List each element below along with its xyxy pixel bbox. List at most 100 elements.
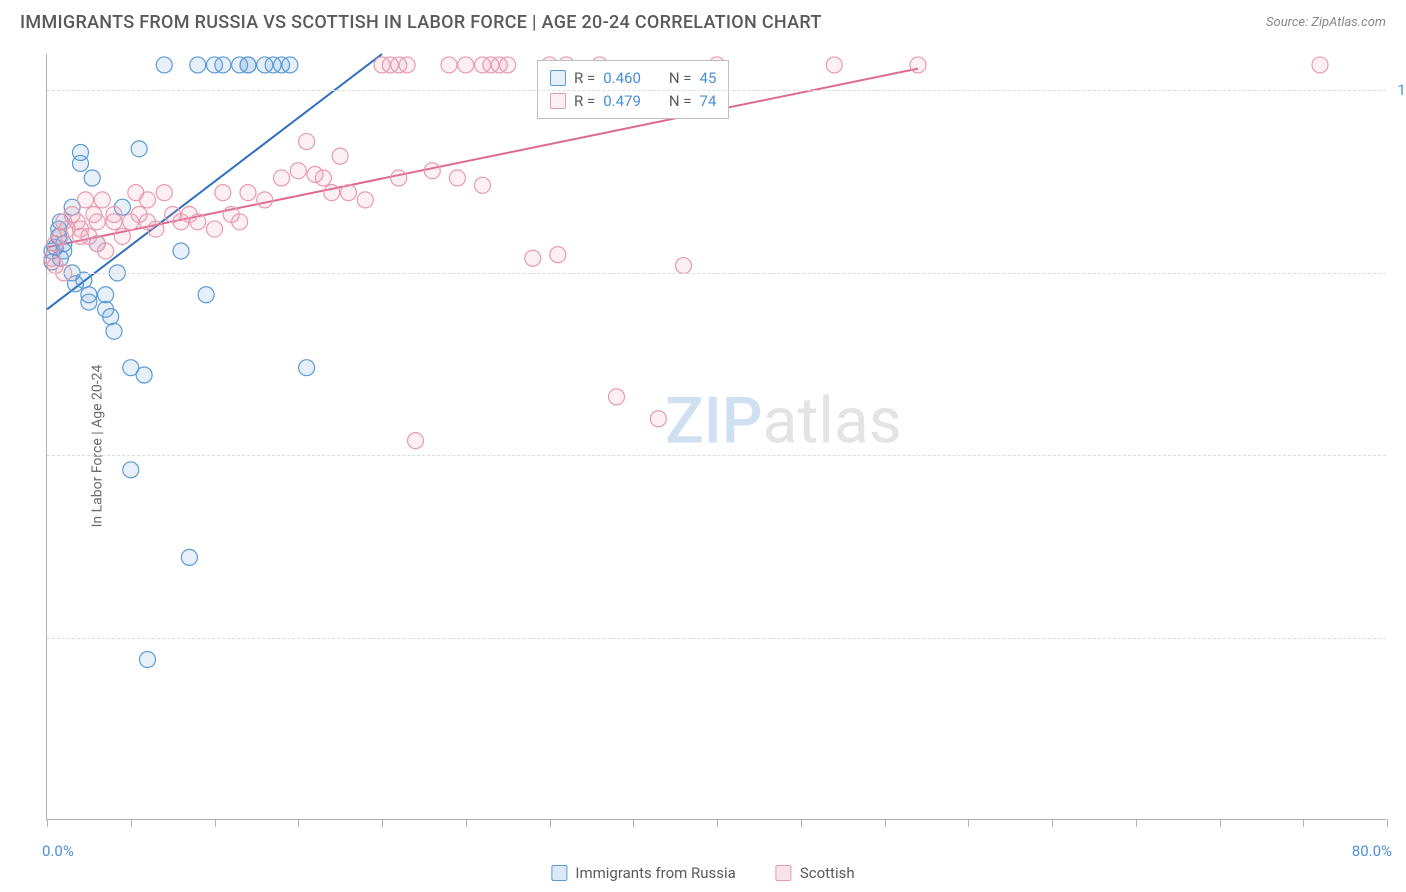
scatter-point bbox=[84, 170, 100, 186]
scatter-point bbox=[156, 185, 172, 201]
scatter-point bbox=[290, 163, 306, 179]
legend-swatch bbox=[550, 93, 566, 109]
scatter-point bbox=[94, 192, 110, 208]
x-tick-mark bbox=[466, 819, 467, 827]
scatter-point bbox=[103, 309, 119, 325]
r-label: R = bbox=[574, 67, 595, 90]
scatter-point bbox=[500, 57, 516, 73]
y-tick-label: 75.0% bbox=[1391, 264, 1406, 282]
r-value: 0.479 bbox=[603, 90, 641, 113]
scatter-point bbox=[98, 287, 114, 303]
scatter-point bbox=[140, 652, 156, 668]
scatter-point bbox=[274, 170, 290, 186]
scatter-point bbox=[181, 549, 197, 565]
x-tick-mark bbox=[47, 819, 48, 827]
scatter-point bbox=[240, 185, 256, 201]
scatter-point bbox=[190, 57, 206, 73]
scatter-point bbox=[78, 192, 94, 208]
legend-item: Immigrants from Russia bbox=[551, 864, 735, 882]
scatter-point bbox=[156, 57, 172, 73]
gridline-horizontal bbox=[47, 638, 1386, 639]
scatter-point bbox=[408, 433, 424, 449]
r-label: R = bbox=[574, 90, 595, 113]
legend-stats-row: R = 0.460 N = 45 bbox=[550, 67, 716, 90]
x-tick-mark bbox=[717, 819, 718, 827]
scatter-point bbox=[299, 360, 315, 376]
scatter-point bbox=[441, 57, 457, 73]
scatter-point bbox=[215, 57, 231, 73]
scatter-point bbox=[73, 144, 89, 160]
scatter-point bbox=[114, 228, 130, 244]
scatter-point bbox=[98, 243, 114, 259]
legend-swatch bbox=[550, 70, 566, 86]
scatter-point bbox=[525, 250, 541, 266]
scatter-point bbox=[190, 214, 206, 230]
scatter-point bbox=[550, 247, 566, 263]
x-tick-mark bbox=[215, 819, 216, 827]
chart-title: IMMIGRANTS FROM RUSSIA VS SCOTTISH IN LA… bbox=[20, 12, 822, 33]
scatter-point bbox=[826, 57, 842, 73]
scatter-point bbox=[240, 57, 256, 73]
scatter-point bbox=[475, 177, 491, 193]
scatter-point bbox=[207, 221, 223, 237]
legend-label: Immigrants from Russia bbox=[575, 864, 735, 882]
scatter-point bbox=[391, 170, 407, 186]
scatter-point bbox=[215, 185, 231, 201]
scatter-svg bbox=[47, 54, 1386, 819]
scatter-point bbox=[131, 141, 147, 157]
scatter-point bbox=[341, 185, 357, 201]
scatter-point bbox=[458, 57, 474, 73]
plot-area: ZIPatlas R =0.460N =45R =0.479N =74 25.0… bbox=[46, 54, 1386, 820]
x-tick-label-min: 0.0% bbox=[42, 842, 74, 860]
x-tick-mark bbox=[885, 819, 886, 827]
scatter-point bbox=[424, 163, 440, 179]
x-tick-mark bbox=[1052, 819, 1053, 827]
n-label: N = bbox=[669, 90, 692, 113]
scatter-point bbox=[449, 170, 465, 186]
scatter-point bbox=[324, 185, 340, 201]
x-tick-mark bbox=[1303, 819, 1304, 827]
legend-swatch bbox=[776, 865, 792, 881]
scatter-point bbox=[198, 287, 214, 303]
x-tick-mark bbox=[1220, 819, 1221, 827]
y-tick-label: 25.0% bbox=[1391, 629, 1406, 647]
scatter-point bbox=[106, 323, 122, 339]
scatter-point bbox=[81, 294, 97, 310]
scatter-point bbox=[140, 192, 156, 208]
scatter-point bbox=[257, 192, 273, 208]
x-tick-mark bbox=[968, 819, 969, 827]
n-label: N = bbox=[669, 67, 692, 90]
scatter-point bbox=[357, 192, 373, 208]
y-tick-label: 50.0% bbox=[1391, 446, 1406, 464]
scatter-point bbox=[76, 272, 92, 288]
scatter-point bbox=[332, 148, 348, 164]
scatter-point bbox=[123, 462, 139, 478]
n-value: 74 bbox=[700, 90, 717, 113]
scatter-point bbox=[282, 57, 298, 73]
scatter-point bbox=[315, 170, 331, 186]
scatter-point bbox=[136, 367, 152, 383]
scatter-point bbox=[89, 214, 105, 230]
x-tick-mark bbox=[633, 819, 634, 827]
scatter-point bbox=[609, 389, 625, 405]
r-value: 0.460 bbox=[603, 67, 641, 90]
scatter-point bbox=[148, 221, 164, 237]
x-tick-mark bbox=[131, 819, 132, 827]
x-tick-mark bbox=[298, 819, 299, 827]
legend-stats-row: R = 0.479 N = 74 bbox=[550, 90, 716, 113]
x-tick-mark bbox=[801, 819, 802, 827]
legend-bottom: Immigrants from Russia Scottish bbox=[551, 864, 854, 882]
scatter-point bbox=[232, 214, 248, 230]
gridline-horizontal bbox=[47, 455, 1386, 456]
scatter-point bbox=[106, 206, 122, 222]
scatter-point bbox=[650, 411, 666, 427]
x-tick-mark bbox=[1136, 819, 1137, 827]
scatter-point bbox=[399, 57, 415, 73]
scatter-point bbox=[173, 243, 189, 259]
n-value: 45 bbox=[700, 67, 717, 90]
scatter-point bbox=[1312, 57, 1328, 73]
x-tick-mark bbox=[1387, 819, 1388, 827]
legend-label: Scottish bbox=[800, 864, 855, 882]
gridline-horizontal bbox=[47, 90, 1386, 91]
legend-item: Scottish bbox=[776, 864, 855, 882]
